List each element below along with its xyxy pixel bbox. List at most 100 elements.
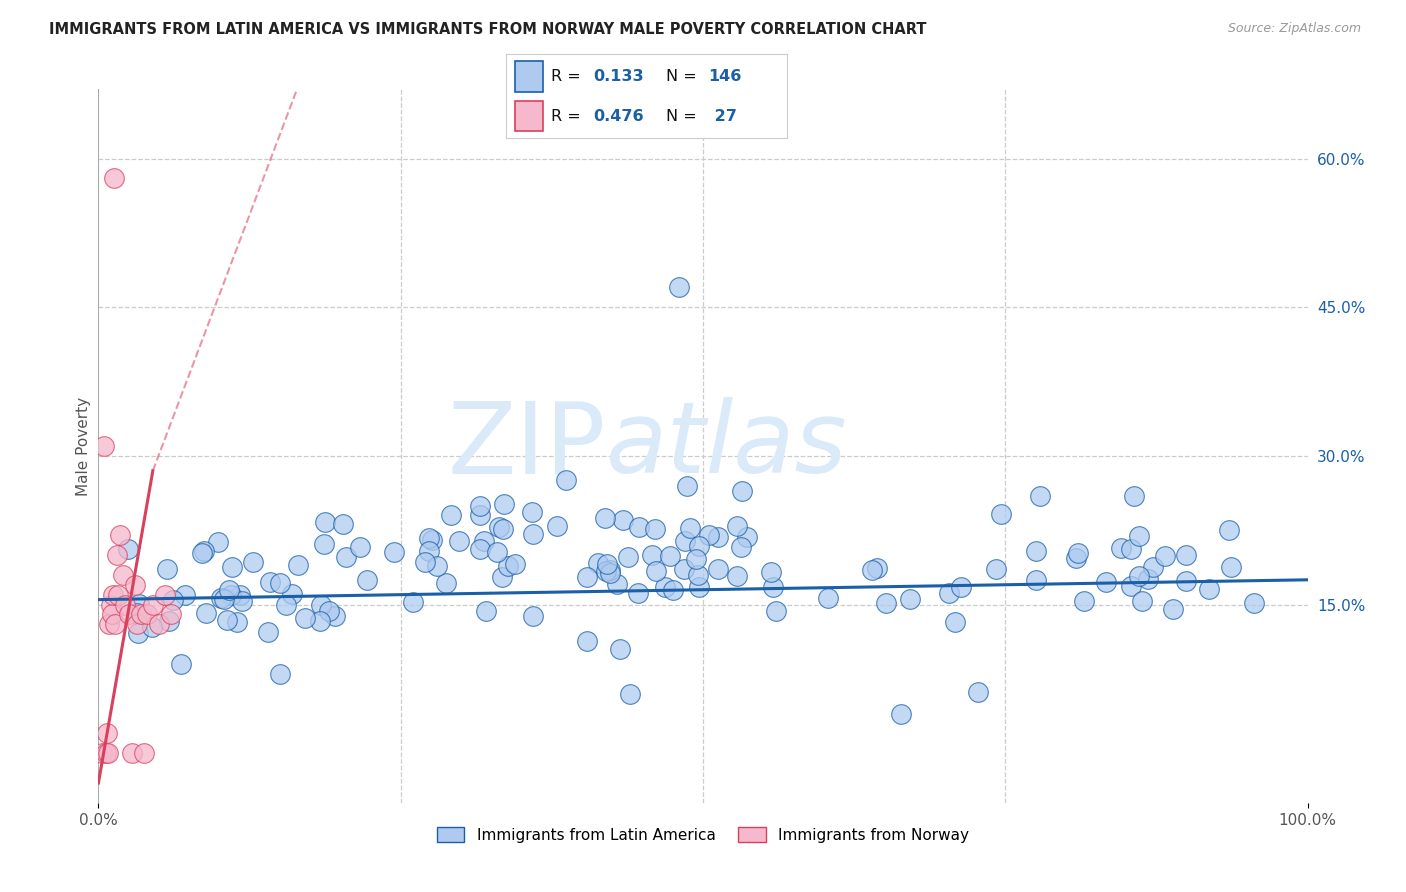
Point: [595, 511, 617, 525]
Point: [688, 580, 710, 594]
Point: [1025, 543, 1047, 558]
Point: [522, 608, 544, 623]
Point: [612, 513, 634, 527]
Point: [98, 617, 121, 632]
Point: [662, 583, 685, 598]
Point: [1153, 549, 1175, 564]
Point: [124, 578, 146, 592]
Point: [174, 588, 197, 602]
Point: [129, 607, 152, 622]
Point: [496, 559, 519, 574]
Point: [491, 523, 513, 537]
Point: [1025, 573, 1047, 587]
Point: [413, 555, 436, 569]
Point: [586, 556, 609, 570]
Point: [229, 588, 252, 602]
Text: N =: N =: [666, 69, 697, 84]
Point: [599, 566, 621, 580]
Point: [1142, 559, 1164, 574]
Point: [1095, 575, 1118, 590]
Point: [762, 580, 785, 594]
Point: [157, 614, 180, 628]
Point: [214, 592, 236, 607]
Point: [121, 746, 143, 760]
Point: [890, 706, 912, 721]
Point: [382, 545, 405, 559]
Point: [127, 625, 149, 640]
Point: [259, 575, 281, 590]
FancyBboxPatch shape: [515, 62, 543, 92]
Text: R =: R =: [551, 109, 581, 124]
Point: [242, 555, 264, 569]
Point: [269, 667, 291, 681]
Point: [1174, 549, 1197, 563]
Point: [1220, 560, 1243, 574]
Point: [128, 597, 150, 611]
Point: [100, 598, 122, 612]
Text: 146: 146: [709, 69, 742, 84]
Point: [1175, 574, 1198, 588]
Point: [938, 586, 960, 600]
Point: [522, 505, 544, 519]
Point: [595, 564, 617, 578]
Text: 0.133: 0.133: [593, 69, 644, 84]
Point: [314, 516, 336, 530]
Point: [309, 614, 332, 628]
Point: [218, 582, 240, 597]
Point: [599, 563, 621, 577]
Text: IMMIGRANTS FROM LATIN AMERICA VS IMMIGRANTS FROM NORWAY MALE POVERTY CORRELATION: IMMIGRANTS FROM LATIN AMERICA VS IMMIGRA…: [49, 22, 927, 37]
Point: [1066, 550, 1088, 565]
Point: [725, 519, 748, 533]
Point: [215, 613, 238, 627]
Point: [627, 586, 650, 600]
Point: [1029, 489, 1052, 503]
Point: [488, 520, 510, 534]
Point: [1073, 594, 1095, 608]
Point: [645, 564, 668, 578]
Point: [418, 543, 440, 558]
Point: [160, 607, 183, 622]
Point: [162, 592, 184, 607]
Point: [105, 548, 128, 562]
Point: [91, 746, 114, 760]
Point: [349, 540, 371, 554]
Point: [104, 617, 127, 632]
Point: [475, 604, 498, 618]
Point: [1128, 529, 1150, 543]
Point: [420, 533, 443, 547]
Point: [470, 542, 492, 557]
Point: [673, 533, 696, 548]
Point: [434, 576, 457, 591]
Point: [191, 546, 214, 560]
Point: [485, 545, 508, 559]
Point: [97, 746, 120, 760]
Point: [1121, 579, 1143, 593]
Point: [575, 634, 598, 648]
Point: [314, 537, 336, 551]
Point: [679, 521, 702, 535]
Point: [447, 533, 470, 548]
Point: [309, 598, 332, 612]
Point: [898, 591, 921, 606]
Point: [697, 527, 720, 541]
Point: [114, 598, 136, 612]
Point: [274, 599, 297, 613]
Text: Source: ZipAtlas.com: Source: ZipAtlas.com: [1227, 22, 1361, 36]
Point: [672, 561, 695, 575]
Point: [576, 569, 599, 583]
Point: [619, 687, 641, 701]
Point: [1218, 523, 1240, 537]
Point: [654, 580, 676, 594]
Point: [817, 591, 839, 606]
Point: [730, 540, 752, 554]
Point: [94, 746, 117, 760]
Point: [1067, 546, 1090, 560]
Point: [685, 552, 707, 566]
Point: [96, 726, 118, 740]
Point: [468, 508, 491, 523]
Point: [627, 520, 650, 534]
Point: [949, 580, 972, 594]
Point: [984, 562, 1007, 576]
Point: [221, 589, 243, 603]
Point: [193, 544, 215, 558]
